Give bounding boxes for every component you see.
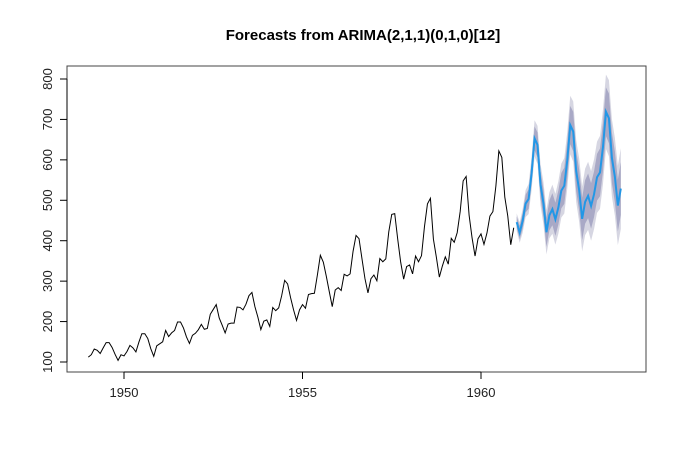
y-tick-label: 500 (40, 189, 55, 211)
history-series-line (87, 149, 515, 362)
x-tick-label: 1950 (110, 385, 139, 400)
x-tick-label: 1960 (467, 385, 496, 400)
y-tick-label: 100 (40, 351, 55, 373)
forecast-series-line (515, 107, 622, 237)
prediction-interval-80 (516, 87, 621, 247)
y-tick-label: 600 (40, 149, 55, 171)
y-tick-label: 400 (40, 230, 55, 252)
y-tick-label: 800 (40, 68, 55, 90)
chart-title: Forecasts from ARIMA(2,1,1)(0,1,0)[12] (226, 27, 501, 44)
y-tick-label: 300 (40, 270, 55, 292)
y-tick-label: 200 (40, 311, 55, 333)
y-tick-label: 700 (40, 109, 55, 131)
x-tick-label: 1955 (288, 385, 317, 400)
